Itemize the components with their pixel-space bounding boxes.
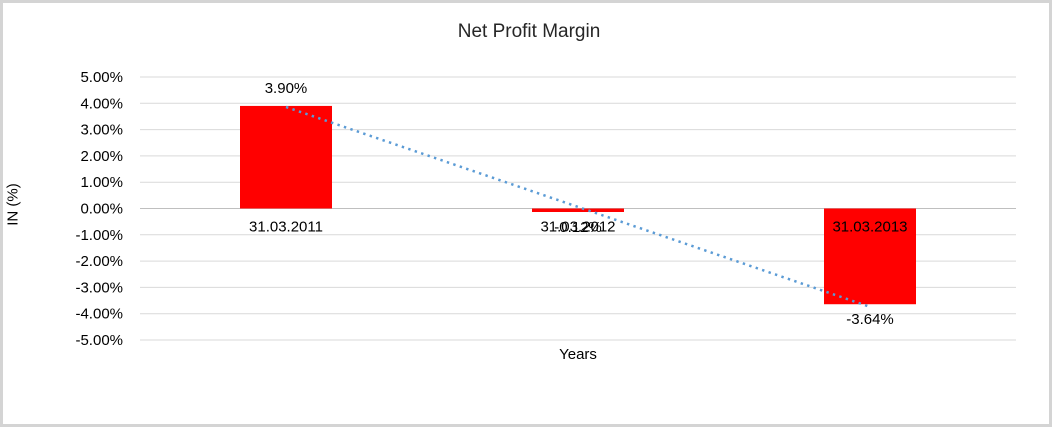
category-label: 31.03.2011: [249, 219, 323, 236]
y-tick-label: -5.00%: [75, 332, 123, 349]
bar-31.03.2013[interactable]: [824, 208, 916, 305]
y-tick-label: -4.00%: [75, 306, 123, 323]
x-axis-title: Years: [559, 346, 597, 363]
bar-31.03.2012[interactable]: [532, 208, 624, 213]
category-label: 31.03.2012: [540, 219, 615, 236]
y-tick-label: 5.00%: [80, 69, 123, 86]
data-label: -3.64%: [846, 311, 894, 328]
data-label: -0.12%: [554, 219, 602, 236]
data-label: 3.90%: [265, 80, 308, 97]
chart-title: Net Profit Margin: [457, 21, 601, 42]
y-tick-label: 2.00%: [80, 148, 123, 165]
y-tick-label: 4.00%: [80, 95, 123, 112]
plot-area: 5.00% 4.00% 3.00% 2.00% 1.00% 0.00% -1.00% -2.0…: [75, 69, 1016, 349]
category-label: 31.03.2013: [832, 219, 907, 236]
y-tick-label: -1.00%: [75, 227, 123, 244]
y-axis-title: IN (%): [4, 183, 22, 226]
y-tick-label: 3.00%: [80, 122, 123, 139]
y-tick-label: 1.00%: [80, 174, 123, 191]
y-tick-label: -3.00%: [75, 279, 123, 296]
linear-trendline[interactable]: [285, 105, 871, 309]
y-tick-label: 0.00%: [80, 201, 123, 218]
bar-31.03.2011[interactable]: [240, 105, 332, 209]
y-tick-label: -2.00%: [75, 253, 123, 270]
